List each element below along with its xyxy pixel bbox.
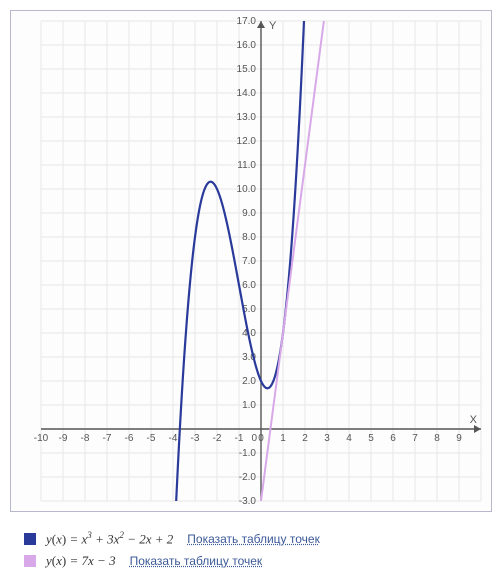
chart-container: -10-9-8-7-6-5-4-3-2-10123456789-3.0-2.0-… bbox=[10, 10, 492, 512]
legend-equation-cubic: y(x) = x3 + 3x2 − 2x + 2 bbox=[46, 530, 173, 547]
svg-text:-2.0: -2.0 bbox=[239, 472, 257, 483]
legend-equation-line: y(x) = 7x − 3 bbox=[46, 553, 116, 569]
chart-svg: -10-9-8-7-6-5-4-3-2-10123456789-3.0-2.0-… bbox=[11, 11, 491, 511]
svg-text:0: 0 bbox=[251, 433, 257, 444]
svg-text:-10: -10 bbox=[34, 433, 49, 444]
svg-text:Y: Y bbox=[269, 20, 277, 32]
svg-text:-9: -9 bbox=[59, 433, 68, 444]
svg-text:9.0: 9.0 bbox=[242, 208, 256, 219]
svg-text:15.0: 15.0 bbox=[237, 64, 257, 75]
svg-text:X: X bbox=[470, 414, 478, 426]
svg-text:1.0: 1.0 bbox=[242, 400, 256, 411]
svg-text:0: 0 bbox=[258, 433, 264, 444]
svg-text:-4: -4 bbox=[169, 433, 178, 444]
svg-text:8: 8 bbox=[434, 433, 440, 444]
svg-text:-8: -8 bbox=[81, 433, 90, 444]
svg-text:-2: -2 bbox=[213, 433, 222, 444]
svg-text:6.0: 6.0 bbox=[242, 280, 256, 291]
svg-text:3: 3 bbox=[324, 433, 330, 444]
svg-text:4: 4 bbox=[346, 433, 352, 444]
svg-text:17.0: 17.0 bbox=[237, 16, 257, 27]
legend-row: y(x) = 7x − 3 Показать таблицу точек bbox=[10, 553, 490, 569]
svg-text:6: 6 bbox=[390, 433, 396, 444]
svg-text:16.0: 16.0 bbox=[237, 40, 257, 51]
svg-text:-1.0: -1.0 bbox=[239, 448, 257, 459]
legend-swatch-cubic bbox=[24, 533, 36, 545]
svg-text:1: 1 bbox=[280, 433, 286, 444]
svg-text:7.0: 7.0 bbox=[242, 256, 256, 267]
show-points-link-cubic[interactable]: Показать таблицу точек bbox=[187, 532, 320, 546]
svg-text:11.0: 11.0 bbox=[237, 160, 256, 171]
svg-text:12.0: 12.0 bbox=[237, 136, 257, 147]
svg-text:-3.0: -3.0 bbox=[239, 496, 257, 507]
svg-text:13.0: 13.0 bbox=[237, 112, 257, 123]
svg-text:10.0: 10.0 bbox=[237, 184, 257, 195]
legend-swatch-line bbox=[24, 555, 36, 567]
svg-text:7: 7 bbox=[412, 433, 418, 444]
svg-text:2: 2 bbox=[302, 433, 308, 444]
svg-text:-5: -5 bbox=[147, 433, 156, 444]
show-points-link-line[interactable]: Показать таблицу точек bbox=[130, 554, 263, 568]
legend: y(x) = x3 + 3x2 − 2x + 2 Показать таблиц… bbox=[10, 530, 490, 569]
legend-row: y(x) = x3 + 3x2 − 2x + 2 Показать таблиц… bbox=[10, 530, 490, 547]
svg-text:-1: -1 bbox=[235, 433, 244, 444]
svg-text:-3: -3 bbox=[191, 433, 200, 444]
svg-text:5: 5 bbox=[368, 433, 374, 444]
svg-text:8.0: 8.0 bbox=[242, 232, 256, 243]
svg-text:14.0: 14.0 bbox=[237, 88, 257, 99]
svg-text:-7: -7 bbox=[103, 433, 112, 444]
svg-text:9: 9 bbox=[456, 433, 462, 444]
svg-text:-6: -6 bbox=[125, 433, 134, 444]
svg-text:2.0: 2.0 bbox=[242, 376, 256, 387]
